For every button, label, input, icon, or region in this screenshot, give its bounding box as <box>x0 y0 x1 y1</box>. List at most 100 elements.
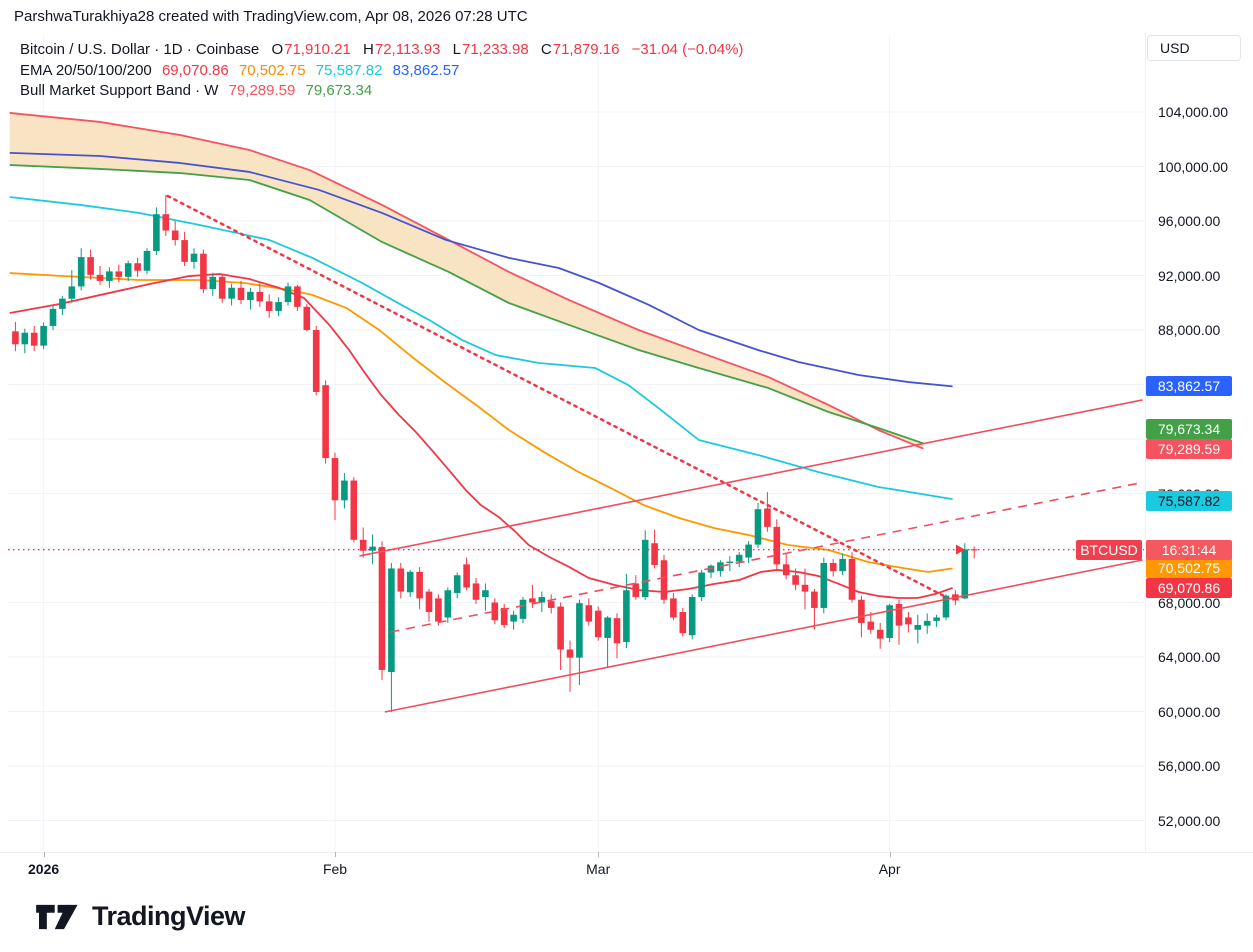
attribution-text: ParshwaTurakhiya28 created with TradingV… <box>14 8 528 25</box>
candle <box>416 567 423 610</box>
candle <box>40 322 47 350</box>
candle <box>190 248 198 269</box>
candles <box>12 195 978 713</box>
time-axis-border <box>0 852 1253 853</box>
candle <box>312 325 320 396</box>
candle <box>613 613 621 659</box>
candle <box>735 552 743 568</box>
high-value: 72,113.93 <box>374 41 441 58</box>
candle <box>670 592 677 621</box>
ema100-value: 75,587.82 <box>315 61 383 79</box>
indicator-line-ema-200 <box>9 151 953 388</box>
candle <box>21 328 29 354</box>
candle <box>632 575 640 600</box>
close-label: C71,879.16 <box>540 41 620 58</box>
candle <box>453 572 461 599</box>
candle <box>717 560 724 577</box>
ema200-value: 83,862.57 <box>392 61 460 79</box>
ema-title: EMA 20/50/100/200 <box>20 61 152 79</box>
candle <box>576 599 583 685</box>
band-title: Bull Market Support Band · W <box>20 82 219 99</box>
bar-close-countdown: 16:31:44 <box>1146 539 1232 560</box>
price-tick-label: 56,000.00 <box>1158 758 1221 774</box>
candle <box>829 558 837 577</box>
candle <box>397 562 405 599</box>
candle <box>228 283 235 306</box>
candle <box>876 622 884 649</box>
candle <box>782 553 790 580</box>
indicator-line-ema-100 <box>9 196 953 501</box>
candle <box>59 295 66 316</box>
candle <box>660 554 668 604</box>
candle <box>641 530 649 600</box>
price-tick-label: 96,000.00 <box>1158 213 1221 229</box>
candle <box>820 557 828 614</box>
channel-lower-line[interactable] <box>384 559 1143 713</box>
candle <box>171 221 179 246</box>
candle <box>726 556 734 572</box>
candle <box>923 613 931 634</box>
candle <box>200 249 207 294</box>
candle <box>585 598 593 626</box>
price-tick-label: 100,000.00 <box>1158 158 1229 175</box>
candle <box>284 282 292 306</box>
candle <box>96 265 104 286</box>
candle <box>359 527 367 558</box>
indicator-line-bull-market-support-band-upper-20w-ema- <box>9 112 924 450</box>
candle <box>435 594 442 626</box>
channel-upper-line[interactable] <box>359 399 1143 557</box>
candle <box>265 294 273 318</box>
candle <box>801 568 809 610</box>
candle <box>463 557 470 591</box>
candle <box>294 285 301 311</box>
candle <box>961 543 969 600</box>
price-badge: 79,673.34 <box>1146 419 1232 440</box>
candle <box>679 607 687 637</box>
candle <box>406 569 414 598</box>
symbol-price-label: BTCUSD <box>1076 539 1142 560</box>
candle <box>773 519 781 570</box>
low-value: 71,233.98 <box>462 41 529 58</box>
candle <box>500 603 508 629</box>
chart-legend: Bitcoin / U.S. Dollar · 1D · Coinbase O7… <box>20 40 743 102</box>
indicator-line-ema-50 <box>9 272 953 573</box>
downtrend-dotted-line[interactable] <box>166 194 950 600</box>
candle <box>707 564 715 578</box>
candle <box>331 452 339 521</box>
candle <box>247 287 254 310</box>
candle <box>557 602 564 670</box>
candle <box>698 569 705 602</box>
candle <box>49 305 57 330</box>
time-tick-label-mar: Mar <box>586 861 611 877</box>
price-badge: 69,070.86 <box>1146 577 1232 598</box>
candle <box>181 231 188 266</box>
currency-toggle-button[interactable]: USD <box>1147 35 1241 61</box>
legend-ema-row[interactable]: EMA 20/50/100/200 69,070.86 70,502.75 75… <box>20 61 743 82</box>
candle <box>106 267 113 288</box>
candle <box>594 606 602 641</box>
candle <box>388 562 395 713</box>
legend-symbol-row[interactable]: Bitcoin / U.S. Dollar · 1D · Coinbase O7… <box>20 40 743 61</box>
time-tick-mark <box>43 852 45 857</box>
tradingview-logo[interactable]: TradingView <box>36 901 246 932</box>
chart-pane[interactable] <box>0 33 1253 852</box>
candle <box>124 260 132 281</box>
candle <box>867 612 875 634</box>
candle <box>275 297 282 317</box>
legend-band-row[interactable]: Bull Market Support Band · W 79,289.59 7… <box>20 81 743 102</box>
candle <box>604 616 611 668</box>
candle <box>30 325 38 352</box>
candle <box>369 534 376 565</box>
candle <box>792 568 799 591</box>
candle <box>350 477 358 543</box>
channel-mid-dashed-line[interactable] <box>390 482 1140 633</box>
price-tick-label: 92,000.00 <box>1158 267 1221 284</box>
candle <box>444 587 452 623</box>
candle <box>87 249 94 280</box>
open-value: 71,910.21 <box>284 41 351 58</box>
price-badge: 70,502.75 <box>1146 558 1232 579</box>
candle <box>510 610 517 630</box>
candle <box>143 248 151 275</box>
